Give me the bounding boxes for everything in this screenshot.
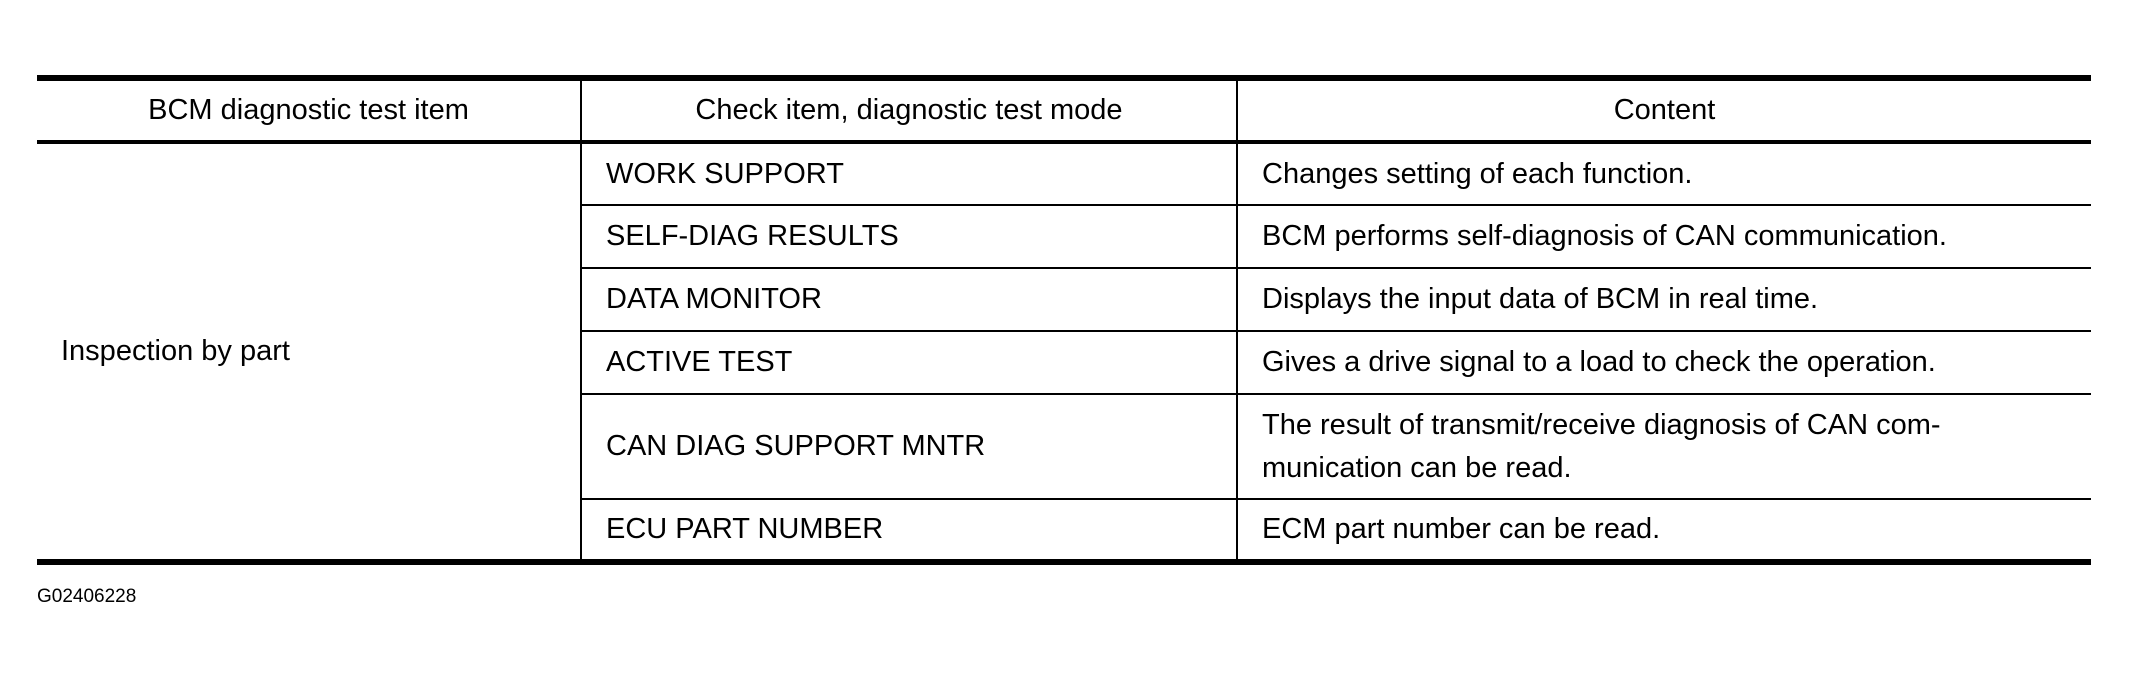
mode-cell: WORK SUPPORT xyxy=(580,142,1237,205)
table-header-row: BCM diagnostic test item Check item, dia… xyxy=(37,78,2091,142)
content-line: The result of transmit/receive diagnosis… xyxy=(1262,409,1941,442)
header-content: Content xyxy=(1236,78,2091,142)
bcm-diagnostic-table: BCM diagnostic test item Check item, dia… xyxy=(37,75,2091,565)
content-cell: Gives a drive signal to a load to check … xyxy=(1236,331,2091,394)
content-cell: Changes setting of each function. xyxy=(1236,142,2091,205)
header-check-item: Check item, diagnostic test mode xyxy=(580,78,1237,142)
table-row: DATA MONITOR Displays the input data of … xyxy=(37,268,2091,331)
mode-cell: ECU PART NUMBER xyxy=(580,499,1237,562)
mode-cell: DATA MONITOR xyxy=(580,268,1237,331)
content-line: munication can be read. xyxy=(1262,451,1572,484)
mode-cell: CAN DIAG SUPPORT MNTR xyxy=(580,394,1237,499)
table-row: ACTIVE TEST Gives a drive signal to a lo… xyxy=(37,331,2091,394)
mode-cell: SELF-DIAG RESULTS xyxy=(580,205,1237,268)
content-cell: ECM part number can be read. xyxy=(1236,499,2091,562)
content-cell: The result of transmit/receive diagnosis… xyxy=(1236,394,2091,499)
figure-id: G02406228 xyxy=(37,586,137,607)
mode-cell: ACTIVE TEST xyxy=(580,331,1237,394)
table-row: Inspection by part WORK SUPPORT Changes … xyxy=(37,142,2091,367)
table-row: ECU PART NUMBER ECM part number can be r… xyxy=(37,499,2091,562)
header-bcm-diagnostic-test-item: BCM diagnostic test item xyxy=(148,94,469,127)
group-label-cell: Inspection by part xyxy=(61,335,290,368)
table-row: CAN DIAG SUPPORT MNTR The result of tran… xyxy=(37,394,2091,499)
table-row: SELF-DIAG RESULTS BCM performs self-diag… xyxy=(37,205,2091,268)
content-cell: BCM performs self-diagnosis of CAN commu… xyxy=(1236,205,2091,268)
content-cell: Displays the input data of BCM in real t… xyxy=(1236,268,2091,331)
